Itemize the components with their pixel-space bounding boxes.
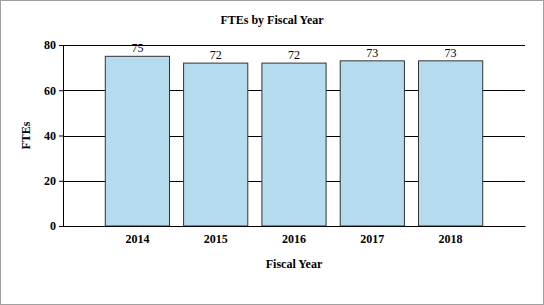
data-label: 72 [288, 48, 300, 62]
outer-frame [1, 1, 544, 305]
y-tick-mark [59, 226, 63, 227]
x-tick: 2018 [439, 232, 463, 246]
x-tick-label: 2016 [282, 232, 306, 246]
x-tick: 2015 [204, 232, 228, 246]
bar [419, 61, 483, 226]
y-tick: 20 [44, 174, 63, 188]
y-tick-label: 40 [44, 129, 56, 143]
x-tick-label: 2015 [204, 232, 228, 246]
y-tick-mark [59, 90, 63, 91]
y-tick-mark [59, 181, 63, 182]
data-label: 72 [210, 48, 222, 62]
y-tick-mark [59, 136, 63, 137]
chart-title: FTEs by Fiscal Year [220, 13, 324, 27]
x-tick-label: 2014 [125, 232, 149, 246]
y-axis: 0 20 40 60 80 [44, 38, 64, 233]
x-tick-label: 2017 [360, 232, 384, 246]
grid [63, 46, 525, 227]
y-tick-label: 60 [44, 84, 56, 98]
bar [105, 56, 169, 226]
y-tick: 0 [50, 219, 63, 233]
y-tick-mark [59, 45, 63, 46]
bar [262, 63, 326, 226]
data-label: 73 [445, 46, 457, 60]
bar [184, 63, 248, 226]
y-tick-label: 80 [44, 38, 56, 52]
x-tick-label: 2018 [439, 232, 463, 246]
data-label: 73 [366, 46, 378, 60]
x-tick: 2016 [282, 232, 306, 246]
x-tick: 2017 [360, 232, 384, 246]
x-axis-line [64, 226, 526, 227]
bars [105, 56, 482, 226]
y-tick: 40 [44, 129, 63, 143]
y-axis-line [59, 46, 64, 227]
data-labels: 75 72 72 73 73 [131, 41, 456, 62]
chart-container: 0 20 40 60 80 2014 2015 2016 2017 2018 75 72 72 73 73 F… [0, 0, 544, 305]
data-label: 75 [131, 41, 143, 55]
y-tick-label: 20 [44, 174, 56, 188]
x-axis-title: Fiscal Year [266, 257, 323, 271]
y-axis-title: FTEs [19, 121, 33, 149]
grid-line [63, 226, 525, 227]
bar [340, 61, 404, 226]
y-tick: 80 [44, 38, 63, 52]
chart-svg: 0 20 40 60 80 2014 2015 2016 2017 2018 75 72 72 73 73 F… [0, 0, 544, 305]
x-tick: 2014 [125, 232, 149, 246]
y-tick: 60 [44, 84, 63, 98]
y-tick-label: 0 [50, 219, 56, 233]
x-axis: 2014 2015 2016 2017 2018 [64, 227, 526, 247]
